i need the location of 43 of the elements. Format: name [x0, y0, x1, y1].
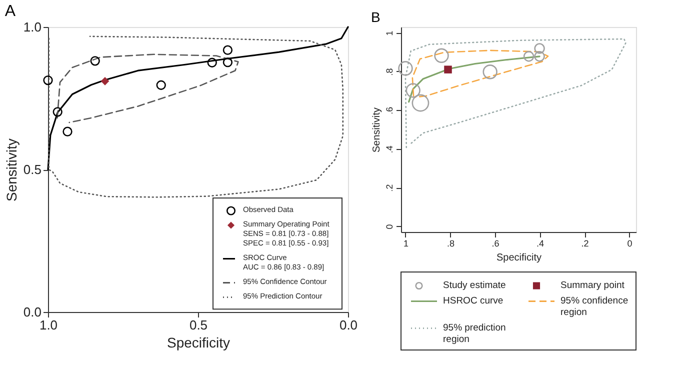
chart-title: A: [4, 3, 16, 20]
point: [222, 58, 233, 68]
line-series: [56, 54, 239, 124]
legend-label: Study estimate: [443, 280, 506, 291]
y-tick-label: 1.0: [23, 20, 42, 34]
y-tick-label: 1: [384, 30, 394, 36]
legend-label: HSROC curve: [443, 296, 504, 306]
x-tick-label: .8: [446, 238, 454, 248]
point: [222, 45, 233, 55]
y-tick-label: 0.5: [23, 162, 42, 177]
x-tick-label: 0.0: [339, 318, 358, 332]
x-axis-title: Specificity: [166, 334, 230, 350]
line-series: [408, 56, 540, 103]
y-tick-label: 0: [384, 224, 394, 230]
line-series: [47, 26, 349, 170]
chart-title: B: [371, 9, 380, 25]
x-tick-label: .4: [536, 238, 544, 248]
x-tick-label: 1: [403, 238, 408, 248]
x-tick-label: .6: [492, 238, 500, 248]
y-tick-label: .6: [384, 106, 394, 114]
x-tick-label: 0: [627, 238, 632, 248]
legend-label: 95% confidence region: [560, 296, 628, 318]
legend-label: 95% prediction region: [443, 322, 506, 345]
point: [100, 76, 110, 86]
line-series: [48, 36, 344, 198]
point: [52, 107, 62, 117]
legend-label: Summary point: [560, 280, 625, 291]
point: [207, 58, 217, 68]
y-tick-label: .2: [384, 184, 394, 192]
y-tick-label: .4: [384, 146, 394, 154]
point: [43, 75, 53, 86]
x-tick-label: .2: [581, 238, 589, 248]
x-tick-label: 0.5: [189, 318, 208, 332]
y-tick-label: 0.0: [23, 304, 42, 320]
y-axis-title: Sensitivity: [3, 138, 20, 202]
y-tick-label: .8: [384, 68, 394, 76]
line-series: [412, 50, 549, 98]
point: [62, 126, 72, 136]
x-axis-title: Specificity: [496, 252, 542, 264]
x-tick-label: 1.0: [39, 318, 58, 332]
point: [156, 80, 166, 90]
point: [90, 56, 100, 66]
y-axis-title: Sensitivity: [372, 107, 382, 153]
